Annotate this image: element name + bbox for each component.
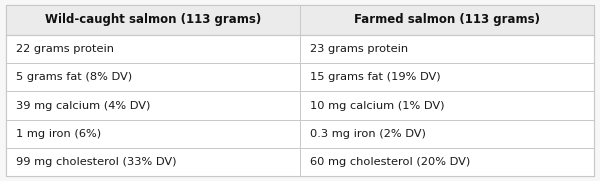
- Bar: [6, 120, 594, 148]
- Bar: [6, 5, 594, 35]
- Text: 1 mg iron (6%): 1 mg iron (6%): [16, 129, 101, 139]
- Text: 60 mg cholesterol (20% DV): 60 mg cholesterol (20% DV): [310, 157, 470, 167]
- Text: 15 grams fat (19% DV): 15 grams fat (19% DV): [310, 72, 440, 82]
- Bar: [6, 63, 594, 91]
- Text: 39 mg calcium (4% DV): 39 mg calcium (4% DV): [16, 100, 151, 110]
- Bar: [6, 148, 594, 176]
- Text: Wild-caught salmon (113 grams): Wild-caught salmon (113 grams): [45, 14, 261, 26]
- Text: 22 grams protein: 22 grams protein: [16, 44, 114, 54]
- Bar: [6, 35, 594, 63]
- Text: 5 grams fat (8% DV): 5 grams fat (8% DV): [16, 72, 132, 82]
- Text: 10 mg calcium (1% DV): 10 mg calcium (1% DV): [310, 100, 445, 110]
- Text: 23 grams protein: 23 grams protein: [310, 44, 408, 54]
- Text: 0.3 mg iron (2% DV): 0.3 mg iron (2% DV): [310, 129, 426, 139]
- Bar: [6, 91, 594, 120]
- Text: Farmed salmon (113 grams): Farmed salmon (113 grams): [354, 14, 540, 26]
- Text: 99 mg cholesterol (33% DV): 99 mg cholesterol (33% DV): [16, 157, 176, 167]
